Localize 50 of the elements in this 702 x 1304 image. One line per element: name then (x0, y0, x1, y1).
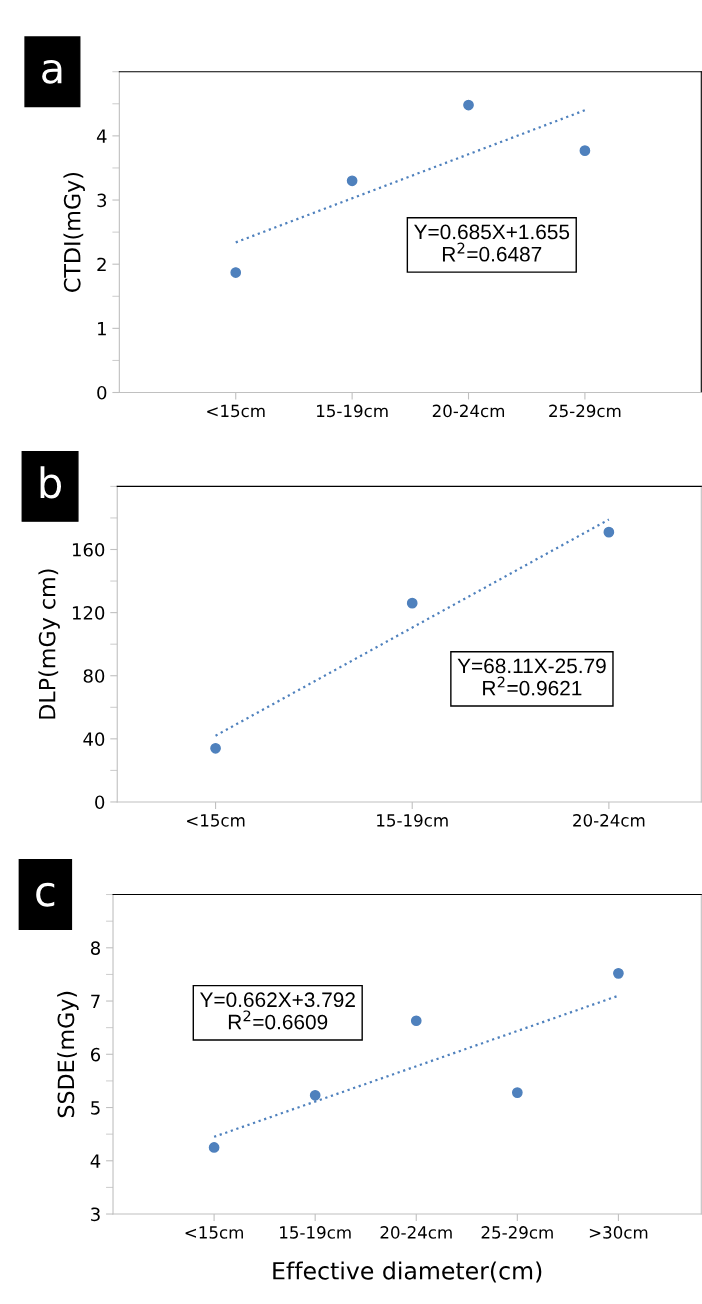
point (210, 742, 221, 754)
chart-title: a (42, 59, 62, 84)
point (579, 145, 591, 156)
point (613, 967, 624, 979)
point (309, 1089, 321, 1101)
y-tick-label: 160 (72, 542, 105, 557)
y-tick-label: 8 (90, 941, 100, 955)
y-tick-label: 80 (83, 669, 105, 683)
chart-title: c (36, 882, 55, 907)
y-axis-title: SSDE(mGy) (57, 991, 79, 1118)
y-tick-label: 0 (95, 795, 105, 810)
x-tick-label: <15cm (185, 1226, 243, 1239)
y-tick-label: 3 (97, 193, 107, 208)
x-tick-label: >30cm (589, 1226, 648, 1239)
x-tick-label: 15-19cm (317, 404, 388, 418)
x-tick-label: 25-29cm (549, 404, 621, 418)
y-tick-label: 0 (97, 385, 107, 400)
x-tick-label: <15cm (187, 814, 245, 827)
annotation: Y=0.685X+1.655 R$^{2}$=0.6487 (414, 224, 570, 262)
point (463, 99, 474, 111)
y-axis-title: DLP(mGy cm) (38, 569, 60, 719)
y-tick-label: 40 (83, 732, 105, 746)
x-tick-label: 25-29cm (481, 1226, 553, 1239)
x-axis-title: Effective diameter(cm) (273, 1261, 542, 1283)
y-tick-label: 5 (91, 1101, 100, 1115)
y-tick-label: 1 (98, 322, 106, 336)
x-tick-label: 15-19cm (280, 1226, 351, 1239)
y-tick-label: 4 (96, 129, 107, 143)
y-tick-label: 6 (90, 1047, 101, 1062)
y-tick-label: 120 (72, 606, 105, 620)
point (230, 267, 242, 278)
x-tick-label: 20-24cm (432, 404, 505, 418)
point (406, 597, 418, 609)
x-tick-label: <15cm (207, 404, 265, 418)
x-tick-label: 20-24cm (573, 814, 645, 827)
y-tick-label: 7 (91, 994, 100, 1008)
y-tick-label: 4 (90, 1154, 101, 1168)
x-tick-label: 15-19cm (377, 814, 448, 827)
x-tick-label: 20-24cm (380, 1226, 452, 1239)
chart-title: b (40, 466, 62, 499)
point (603, 526, 615, 538)
point (511, 1087, 523, 1098)
point (208, 1142, 220, 1153)
annotation: Y=0.662X+3.792 R$^{2}$=0.6609 (200, 992, 355, 1030)
point (410, 1015, 422, 1027)
annotation: Y=68.11X-25.79 R$^{2}$=0.9621 (457, 658, 606, 696)
point (346, 175, 358, 187)
y-tick-label: 2 (97, 257, 106, 272)
y-tick-label: 3 (91, 1207, 100, 1222)
y-axis-title: CTDI(mGy) (63, 172, 85, 292)
